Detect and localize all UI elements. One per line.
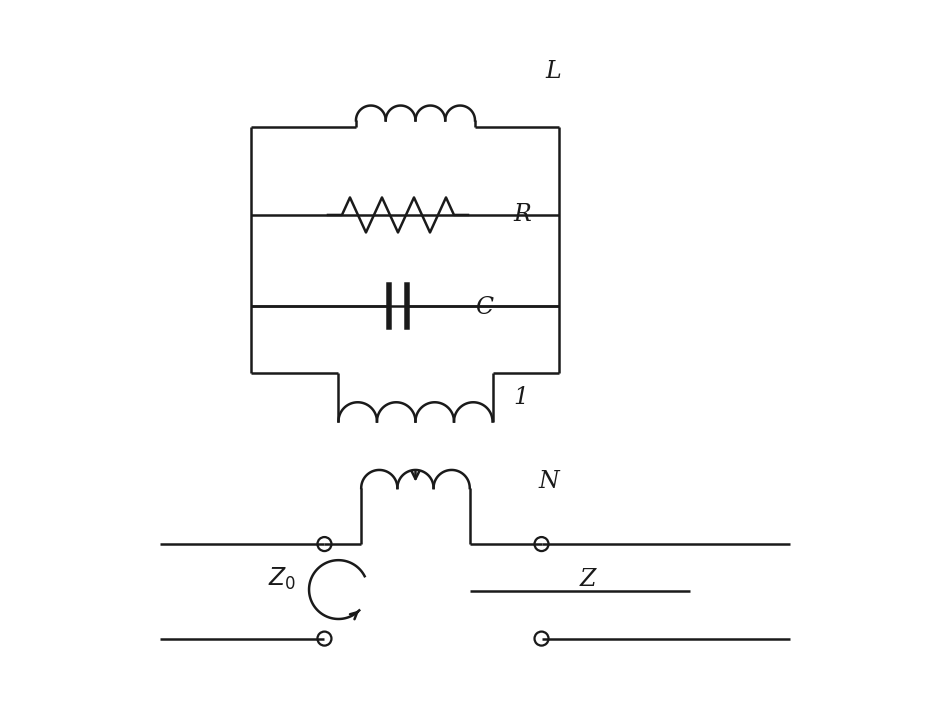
Text: C: C [475, 296, 493, 319]
Text: N: N [538, 470, 559, 493]
Text: L: L [545, 60, 560, 83]
Text: R: R [514, 203, 531, 226]
Text: $Z_0$: $Z_0$ [269, 566, 296, 592]
Text: Z: Z [580, 567, 597, 591]
Text: 1: 1 [514, 385, 528, 408]
